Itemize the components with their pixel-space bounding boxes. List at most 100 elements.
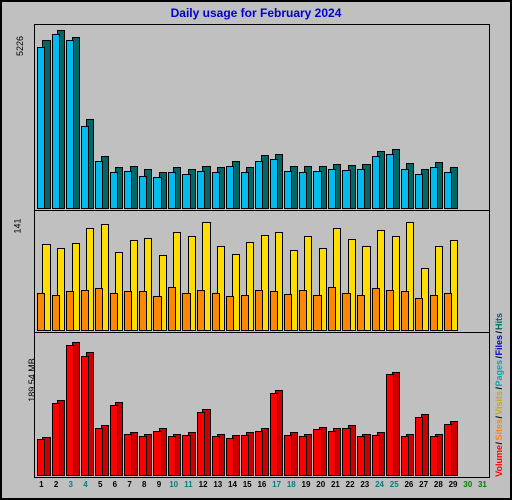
bar-slot [444,213,458,331]
x-tick: 6 [108,480,123,494]
bar-slot [401,213,415,331]
visits-bar [270,291,278,330]
x-tick: 4 [78,480,93,494]
visits-bar [299,290,307,331]
legend-files: Files [494,334,504,357]
bar-slot [473,27,487,209]
bar-slot [110,213,124,331]
bar-slot [52,213,66,331]
bar-slot [299,335,313,476]
volume-bar [212,436,220,476]
volume-bar [110,405,118,476]
files-bar [212,172,220,208]
visits-bar [401,291,409,330]
y-label-top: 5226 [15,36,25,56]
files-bar [357,169,365,209]
bar-slot [241,213,255,331]
bar-slot [313,335,327,476]
panel-hits-files [34,24,490,211]
files-bar [66,40,74,208]
bar-slot [415,27,429,209]
x-tick: 23 [357,480,372,494]
files-bar [197,171,205,209]
bar-slot [168,213,182,331]
volume-bar [313,429,321,476]
bar-slot [241,27,255,209]
bar-slot [182,213,196,331]
bar-slot [459,27,473,209]
volume-bar [401,436,409,476]
visits-bar [110,293,118,331]
bar-slot [153,335,167,476]
visits-bar [95,288,103,331]
bar-slot [52,335,66,476]
volume-bar [226,438,234,476]
files-bar [444,172,452,208]
bar-slot [459,335,473,476]
x-tick: 22 [343,480,358,494]
bar-slot [415,335,429,476]
bar-slot [415,213,429,331]
files-bar [226,166,234,209]
files-bar [95,161,103,209]
x-tick: 18 [284,480,299,494]
x-tick: 14 [225,480,240,494]
legend-separator: / [494,387,504,390]
bar-slot [342,213,356,331]
bar-slot [66,27,80,209]
legend-separator: / [494,331,504,334]
volume-bar [66,345,74,476]
files-bar [81,126,89,209]
x-tick: 25 [387,480,402,494]
x-tick: 28 [431,480,446,494]
panel-pages-visits [34,210,490,333]
x-tick: 21 [328,480,343,494]
x-tick: 24 [372,480,387,494]
files-bar [415,174,423,209]
visits-bar [284,294,292,331]
bar-slot [197,335,211,476]
files-bar [430,167,438,208]
bar-slot [328,335,342,476]
bar-slot [299,27,313,209]
visits-bar [37,293,45,331]
volume-bar [372,435,380,476]
files-bar [328,169,336,209]
bar-slot [357,335,371,476]
files-bar [153,177,161,208]
x-tick: 26 [402,480,417,494]
bar-slot [153,213,167,331]
chart-container: Daily usage for February 2024 5226 141 1… [0,0,512,500]
bar-slot [342,27,356,209]
files-bar [139,176,147,209]
volume-bar [299,436,307,476]
files-bar [386,154,394,208]
legend-pages: Pages [494,359,504,388]
visits-bar [197,290,205,331]
x-tick: 29 [446,480,461,494]
bar-slot [37,27,51,209]
visits-bar [357,295,365,330]
bar-slot [357,213,371,331]
x-tick: 15 [240,480,255,494]
bar-slot [284,213,298,331]
bar-slot [270,335,284,476]
x-tick: 27 [416,480,431,494]
x-tick: 5 [93,480,108,494]
x-tick: 30 [460,480,475,494]
visits-bar [444,293,452,331]
volume-bar [168,436,176,476]
x-tick: 9 [152,480,167,494]
bar-slot [95,213,109,331]
visits-bar [415,298,423,331]
legend-separator: / [494,442,504,445]
visits-bar [372,288,380,331]
bar-slot [270,213,284,331]
bar-slot [386,335,400,476]
bar-slot [110,335,124,476]
legend-volume: Volume [494,444,504,478]
volume-bar [124,434,132,476]
bar-slot [139,213,153,331]
x-tick: 10 [166,480,181,494]
x-tick: 1 [34,480,49,494]
